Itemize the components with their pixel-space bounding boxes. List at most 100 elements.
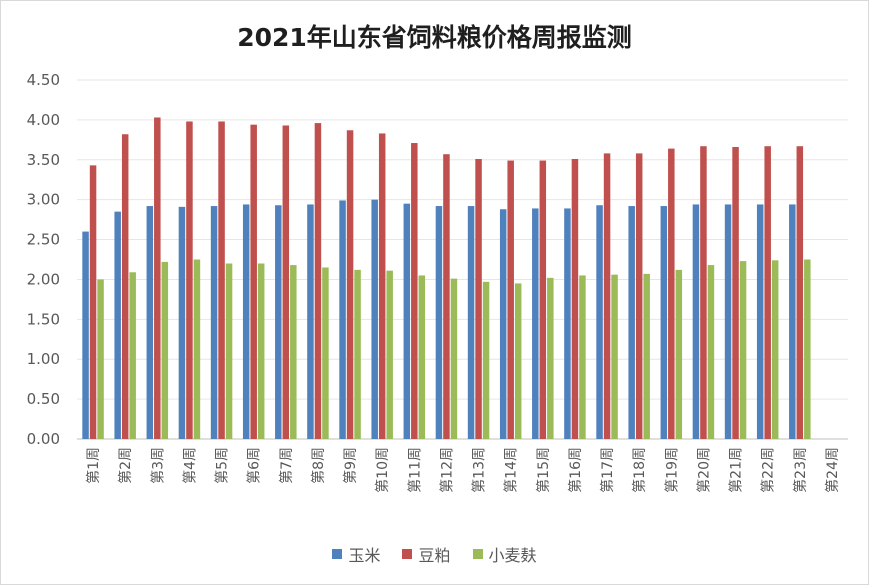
x-tick-label: 第18周 [631, 447, 648, 493]
bar-玉米-第7周 [275, 205, 282, 439]
bar-玉米-第14周 [499, 209, 507, 439]
bar-小麦麸-第12周 [450, 278, 458, 439]
bar-豆粕-第8周 [314, 123, 322, 439]
y-tick-label: 3.00 [27, 191, 60, 209]
bar-玉米-第8周 [307, 204, 314, 439]
bar-小麦麸-第15周 [547, 277, 554, 439]
y-tick-label: 2.00 [27, 270, 60, 288]
x-tick-label: 第20周 [695, 447, 712, 493]
x-tick-label: 第8周 [310, 447, 327, 484]
bar-小麦麸-第16周 [579, 275, 586, 439]
bar-豆粕-第19周 [668, 148, 675, 439]
bar-小麦麸-第4周 [193, 259, 201, 439]
x-tick-label: 第6周 [246, 447, 263, 484]
bar-玉米-第18周 [628, 206, 635, 439]
x-tick-label: 第19周 [663, 447, 680, 493]
bar-玉米-第6周 [242, 204, 250, 439]
bar-豆粕-第1周 [89, 165, 97, 439]
bar-豆粕-第13周 [475, 158, 482, 440]
legend-label: 豆粕 [418, 546, 451, 565]
x-tick-label: 第11周 [406, 447, 423, 493]
y-tick-label: 1.00 [27, 350, 60, 368]
bar-小麦麸-第6周 [257, 263, 265, 439]
gridlines [77, 79, 848, 440]
bar-玉米-第1周 [82, 231, 89, 439]
bar-玉米-第20周 [692, 204, 700, 439]
legend-swatch [332, 549, 343, 559]
x-tick-label: 第17周 [599, 447, 616, 493]
legend: 玉米 豆粕 小麦麸 [0, 542, 869, 566]
x-tick-label: 第4周 [181, 447, 198, 484]
bar-豆粕-第5周 [218, 121, 225, 440]
bar-豆粕-第9周 [346, 130, 354, 439]
bar-豆粕-第16周 [571, 158, 579, 440]
x-tick-label: 第5周 [214, 447, 231, 484]
x-tick-label: 第22周 [760, 447, 777, 493]
bar-玉米-第21周 [724, 204, 732, 439]
bar-小麦麸-第17周 [611, 274, 618, 439]
x-tick-label: 第21周 [728, 447, 745, 493]
bar-玉米-第22周 [756, 204, 764, 439]
bars [82, 117, 811, 440]
bar-玉米-第9周 [339, 200, 346, 439]
legend-swatch [402, 549, 413, 559]
y-tick-label: 0.50 [27, 390, 60, 408]
y-tick-label: 4.50 [27, 71, 60, 89]
x-tick-label: 第16周 [567, 447, 584, 493]
bar-豆粕-第20周 [700, 146, 707, 439]
legend-item: 豆粕 [402, 542, 451, 566]
bar-小麦麸-第19周 [675, 269, 683, 439]
bar-小麦麸-第7周 [290, 265, 297, 439]
bar-小麦麸-第18周 [643, 273, 650, 439]
bar-小麦麸-第5周 [225, 263, 233, 439]
x-tick-label: 第2周 [117, 447, 134, 484]
bar-玉米-第5周 [210, 206, 218, 439]
bar-小麦麸-第13周 [482, 281, 490, 439]
bar-豆粕-第21周 [732, 147, 739, 439]
bar-豆粕-第2周 [121, 134, 129, 439]
bar-小麦麸-第3周 [161, 261, 169, 439]
y-tick-label: 2.50 [27, 231, 60, 249]
bar-豆粕-第11周 [411, 143, 418, 439]
bar-豆粕-第4周 [186, 121, 193, 440]
legend-item: 小麦麸 [472, 542, 537, 566]
x-tick-label: 第13周 [471, 447, 488, 493]
bar-玉米-第12周 [435, 206, 443, 439]
legend-item: 玉米 [332, 542, 380, 566]
bar-小麦麸-第10周 [386, 270, 393, 439]
legend-swatch [472, 549, 483, 559]
bar-小麦麸-第20周 [707, 265, 715, 439]
bar-豆粕-第6周 [250, 124, 257, 440]
x-tick-label: 第9周 [342, 447, 359, 484]
x-tick-label: 第10周 [374, 447, 391, 493]
bar-豆粕-第7周 [282, 125, 290, 440]
bar-豆粕-第23周 [796, 146, 804, 439]
bar-小麦麸-第1周 [97, 279, 104, 439]
bar-玉米-第4周 [178, 206, 186, 439]
bar-小麦麸-第11周 [418, 275, 426, 439]
x-tick-label: 第1周 [85, 447, 102, 484]
legend-label: 小麦麸 [488, 546, 537, 565]
bar-小麦麸-第2周 [129, 272, 136, 439]
bar-玉米-第10周 [371, 199, 378, 439]
x-axis: 第1周 第2周 第3周 第4周 第5周 第6周 第7周 第8周 第9周 第10周 第11周 第12周第… [85, 447, 841, 493]
bar-玉米-第23周 [789, 204, 796, 439]
bar-小麦麸-第14周 [514, 283, 522, 439]
bar-豆粕-第3周 [154, 117, 161, 440]
bar-豆粕-第10周 [378, 133, 386, 439]
x-tick-label: 第12周 [438, 447, 455, 493]
bar-玉米-第19周 [660, 206, 668, 439]
y-axis: 0.00 0.50 1.00 1.50 2.00 2.50 3.00 3.50 4.00 4.50 [27, 71, 60, 448]
x-tick-label: 第15周 [535, 447, 552, 493]
bar-小麦麸-第23周 [804, 259, 811, 439]
bar-玉米-第3周 [146, 206, 154, 439]
bar-玉米-第13周 [467, 206, 475, 439]
x-tick-label: 第23周 [792, 447, 809, 493]
bar-小麦麸-第8周 [322, 267, 329, 439]
bar-玉米-第16周 [564, 208, 571, 439]
y-tick-label: 0.00 [27, 430, 60, 448]
y-tick-label: 1.50 [27, 310, 60, 328]
bar-玉米-第17周 [596, 205, 603, 439]
bar-豆粕-第15周 [539, 160, 547, 439]
bar-豆粕-第17周 [603, 153, 611, 439]
